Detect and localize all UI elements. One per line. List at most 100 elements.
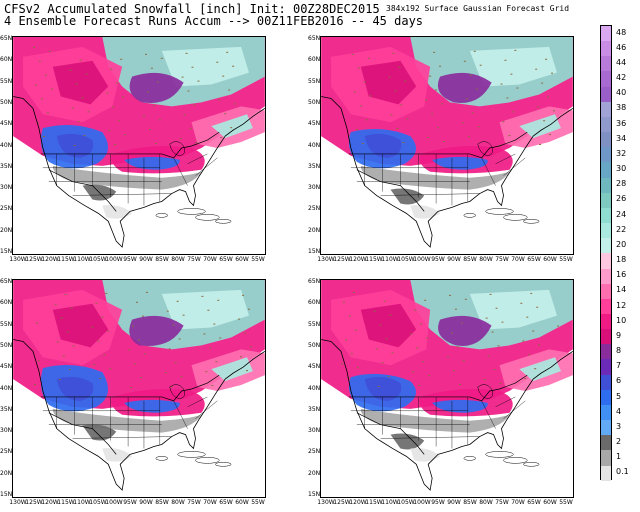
longitude-label: 70W [511, 256, 525, 263]
island-outline [155, 456, 168, 461]
country-border [40, 374, 220, 402]
terrain-mark [510, 73, 513, 75]
terrain-mark [197, 80, 200, 82]
snowfall-contour [124, 399, 180, 413]
terrain-mark [499, 383, 502, 385]
color-scale-label: 42 [616, 73, 627, 83]
terrain-mark [64, 293, 67, 295]
snowfall-contour [410, 205, 441, 219]
latitude-label: 50N [0, 341, 13, 349]
longitude-label: 120W [41, 499, 59, 506]
terrain-mark [387, 376, 390, 378]
terrain-mark [79, 59, 82, 61]
terrain-mark [355, 129, 358, 131]
snowfall-contour [364, 133, 402, 158]
terrain-mark [180, 376, 183, 378]
terrain-mark [176, 300, 179, 302]
latitude-label: 65N [0, 278, 13, 285]
latitude-label: 65N [0, 35, 13, 42]
terrain-mark [427, 137, 430, 139]
state-border [72, 193, 172, 196]
island-outline [215, 462, 232, 467]
latitude-label: 20N [308, 226, 321, 234]
longitude-label: 60W [235, 256, 249, 263]
terrain-mark [93, 364, 96, 366]
longitude-label: 95W [123, 499, 137, 506]
terrain-mark [522, 340, 525, 342]
terrain-mark [394, 90, 397, 92]
coastline [13, 339, 265, 491]
terrain-mark [187, 90, 190, 92]
terrain-mark [351, 53, 354, 55]
terrain-mark [497, 345, 500, 347]
terrain-mark [38, 60, 41, 62]
terrain-mark [365, 119, 368, 121]
snowfall-contour [469, 289, 557, 330]
terrain-mark [526, 316, 529, 318]
terrain-mark [454, 308, 457, 310]
latitude-label: 15N [308, 248, 321, 255]
latitude-label: 15N [0, 491, 13, 498]
terrain-mark [108, 130, 111, 132]
longitude-labels: 130W 125W 120W 115W 110W 105W 100W 95W 90W 85W 80W… [9, 499, 266, 508]
terrain-mark [433, 51, 436, 53]
snowfall-contour [410, 448, 441, 462]
longitude-label: 125W [333, 499, 351, 506]
terrain-mark [539, 144, 542, 146]
latitude-label: 55N [0, 77, 13, 85]
terrain-mark [363, 81, 366, 83]
terrain-mark [420, 323, 423, 325]
latitude-label: 40N [0, 141, 13, 149]
terrain-mark [224, 113, 227, 115]
terrain-mark [508, 135, 511, 137]
latitude-label: 15N [308, 491, 321, 498]
color-scale-label: 46 [616, 42, 627, 52]
terrain-mark [354, 329, 357, 331]
terrain-mark [230, 127, 233, 129]
terrain-mark [172, 324, 175, 326]
terrain-mark [103, 354, 106, 356]
terrain-mark [465, 98, 468, 100]
terrain-mark [477, 126, 480, 128]
latitude-label: 30N [308, 427, 321, 435]
terrain-mark [156, 81, 159, 83]
color-scale-label: 5 [616, 391, 622, 401]
terrain-mark [81, 97, 84, 99]
terrain-mark [367, 57, 370, 59]
snowfall-contour [129, 72, 184, 103]
color-scale-swatch [601, 71, 611, 87]
terrain-mark [462, 360, 465, 362]
terrain-mark [132, 325, 135, 327]
latitude-label: 35N [308, 162, 321, 170]
terrain-mark [99, 378, 102, 380]
terrain-mark [62, 355, 65, 357]
terrain-mark [545, 58, 548, 60]
longitude-label: 100W [105, 256, 123, 263]
longitude-label: 90W [447, 256, 461, 263]
chart-subtitle: 4 Ensemble Forecast Runs Accum --> 00Z11… [4, 14, 424, 28]
longitude-label: 75W [495, 256, 509, 263]
terrain-mark [91, 326, 94, 328]
terrain-mark [209, 347, 212, 349]
chart-title: CFSv2 Accumulated Snowfall [inch] Init: … [4, 2, 380, 16]
great-lakes [169, 384, 186, 400]
longitude-label: 85W [463, 256, 477, 263]
terrain-mark [532, 330, 535, 332]
terrain-mark [134, 363, 137, 365]
snowfall-contour [161, 289, 249, 330]
color-scale-label: 38 [616, 103, 627, 113]
terrain-mark [150, 67, 153, 69]
color-scale-label: 16 [616, 270, 627, 280]
state-border [503, 400, 526, 419]
snowfall-contour [52, 165, 202, 190]
color-scale-swatch [601, 344, 611, 360]
terrain-mark [107, 330, 110, 332]
snowfall-contour [519, 357, 561, 382]
terrain-mark [512, 111, 515, 113]
terrain-mark [203, 333, 206, 335]
terrain-mark [170, 386, 173, 388]
terrain-mark [543, 120, 546, 122]
map-panel-bottom-right: 65N 60N 55N 50N 45N 40N 35N 30N 25N 20N 15N 130W 125… [308, 279, 574, 506]
terrain-mark [85, 73, 88, 75]
terrain-mark [193, 104, 196, 106]
